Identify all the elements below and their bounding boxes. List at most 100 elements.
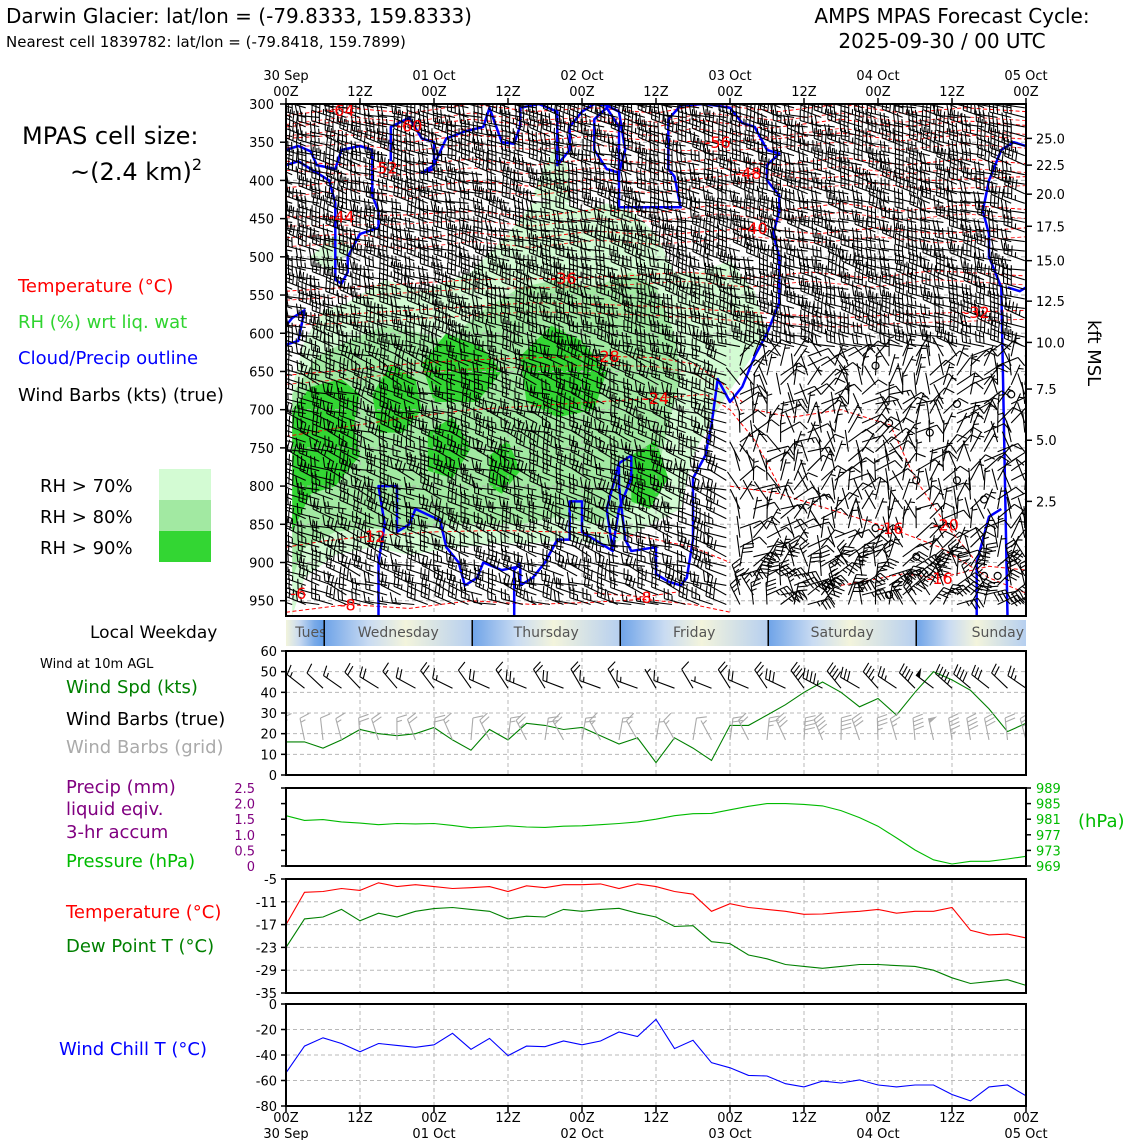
wind-barb bbox=[926, 334, 931, 357]
wind-barb bbox=[693, 400, 713, 424]
wind-barb bbox=[543, 326, 564, 348]
wind-barb bbox=[610, 500, 632, 520]
wind-barb bbox=[766, 560, 780, 586]
wind-barb bbox=[852, 235, 876, 252]
wind-barb bbox=[365, 309, 388, 329]
wind-barb bbox=[783, 238, 808, 252]
wind-barb bbox=[692, 241, 713, 262]
wind-barb bbox=[609, 569, 632, 586]
wind-barb bbox=[745, 119, 768, 138]
wind-barb bbox=[634, 457, 659, 472]
wind-barb bbox=[487, 330, 510, 348]
wind-barb bbox=[773, 270, 795, 290]
wind-barb bbox=[961, 149, 985, 166]
wind-barb bbox=[704, 120, 727, 138]
wind-barb bbox=[647, 267, 673, 281]
wind-barb bbox=[621, 180, 645, 195]
wind-barb bbox=[311, 368, 334, 386]
wind-barb bbox=[379, 166, 401, 185]
wind-barb bbox=[582, 550, 605, 567]
wind-barb bbox=[704, 243, 727, 262]
wind-barb bbox=[528, 104, 551, 118]
wind-barb bbox=[908, 165, 930, 185]
wind-barb bbox=[595, 349, 618, 367]
wind-barb bbox=[474, 482, 496, 501]
wind-barb bbox=[798, 150, 822, 166]
wind-barb bbox=[541, 378, 564, 395]
wind-barb bbox=[915, 439, 923, 462]
wind-barb bbox=[623, 129, 646, 147]
wind-barb bbox=[662, 513, 686, 529]
wind-barb bbox=[853, 119, 876, 138]
surface-barbs bbox=[286, 661, 1026, 741]
wind-barb bbox=[447, 119, 469, 138]
wind-barb bbox=[970, 547, 993, 567]
wind-barb bbox=[935, 176, 958, 195]
wind-barb bbox=[391, 312, 415, 329]
wind-barb bbox=[389, 592, 415, 606]
wind-barb bbox=[780, 449, 790, 471]
wind-barb bbox=[502, 174, 524, 195]
isotherm-label: -60 bbox=[396, 116, 422, 135]
wind-barb bbox=[368, 343, 388, 367]
wind-barb bbox=[770, 517, 782, 538]
wind-barb bbox=[625, 554, 646, 577]
wind-barb bbox=[326, 383, 347, 405]
wind-barb bbox=[874, 353, 882, 376]
wind-barb bbox=[780, 398, 808, 409]
wind-barb bbox=[652, 459, 673, 481]
wind-barb bbox=[664, 423, 686, 443]
wind-barb bbox=[460, 252, 483, 271]
wind-barb bbox=[323, 331, 347, 348]
wind-barb bbox=[878, 189, 903, 204]
wind-barb bbox=[785, 330, 808, 348]
wind-barb bbox=[448, 459, 469, 481]
wind-barb bbox=[732, 392, 741, 414]
wind-barb bbox=[569, 473, 591, 491]
wind-barb bbox=[745, 156, 768, 176]
wind-barb bbox=[678, 575, 700, 596]
wind-barb bbox=[621, 494, 646, 510]
wind-barb bbox=[919, 170, 944, 185]
wind-barb bbox=[513, 445, 537, 462]
wind-barb bbox=[976, 203, 998, 223]
wind-barb bbox=[664, 365, 686, 386]
wind-barb bbox=[516, 402, 537, 424]
wind-barb bbox=[310, 464, 334, 481]
wind-barb bbox=[905, 333, 930, 348]
wind-barb bbox=[864, 365, 876, 386]
weekday-cell bbox=[324, 620, 473, 646]
wind-barb bbox=[990, 145, 1012, 166]
wind-barb bbox=[326, 516, 347, 539]
wind-barb bbox=[340, 516, 361, 539]
wind-barb bbox=[309, 255, 334, 271]
isotherm-label: -8 bbox=[636, 588, 652, 607]
wind-barb bbox=[907, 282, 930, 300]
wind-barb bbox=[949, 299, 971, 319]
wind-barb bbox=[874, 458, 880, 481]
wind-barb bbox=[883, 539, 894, 567]
wind-barb bbox=[793, 439, 800, 462]
wind-barb bbox=[834, 410, 843, 433]
y-tick-label: 40 bbox=[260, 686, 277, 701]
wind-barb bbox=[512, 180, 537, 195]
wind-barb bbox=[835, 356, 849, 376]
bottom-tick-date: 05 Oct bbox=[1004, 1127, 1047, 1140]
wind-barb bbox=[988, 104, 1012, 118]
wind-barb bbox=[406, 109, 428, 128]
wind-barb bbox=[874, 578, 886, 605]
wind-barb bbox=[501, 509, 523, 529]
wind-barb bbox=[404, 570, 428, 586]
wind-barb bbox=[894, 328, 917, 348]
pressure-tick-label: 350 bbox=[249, 136, 274, 151]
wind-barb bbox=[935, 108, 958, 128]
wind-barb bbox=[459, 531, 483, 548]
wind-barb bbox=[431, 533, 456, 548]
wind-barb bbox=[366, 547, 388, 567]
wind-barb bbox=[704, 204, 727, 223]
wind-barb bbox=[718, 129, 741, 147]
wind-barb bbox=[610, 155, 632, 176]
weekday-cell bbox=[472, 620, 621, 646]
wind-barb bbox=[475, 546, 496, 567]
wind-barb bbox=[513, 570, 537, 586]
